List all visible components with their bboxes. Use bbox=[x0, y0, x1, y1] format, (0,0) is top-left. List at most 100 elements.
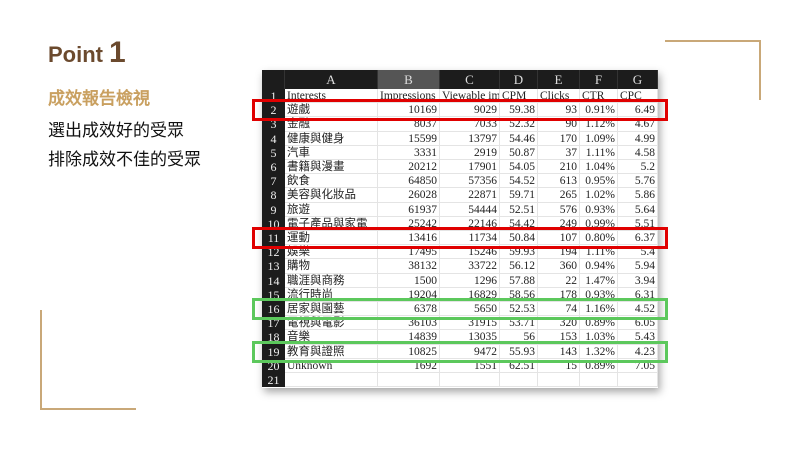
cell[interactable]: CTR bbox=[580, 89, 618, 104]
cell[interactable]: 4.99 bbox=[618, 131, 658, 146]
cell[interactable]: 38132 bbox=[378, 259, 440, 274]
cell[interactable]: 10825 bbox=[378, 344, 440, 359]
cell[interactable]: 153 bbox=[538, 330, 580, 345]
cell[interactable]: 美容與化妝品 bbox=[285, 188, 378, 203]
row-header[interactable]: 7 bbox=[262, 174, 285, 189]
cell[interactable]: 37 bbox=[538, 145, 580, 160]
cell[interactable]: 59.38 bbox=[500, 103, 538, 118]
cell[interactable]: 10169 bbox=[378, 103, 440, 118]
cell[interactable]: 5.51 bbox=[618, 216, 658, 231]
cell[interactable] bbox=[440, 373, 500, 388]
cell[interactable]: 2919 bbox=[440, 145, 500, 160]
column-header-D[interactable]: D bbox=[500, 70, 538, 89]
column-header-G[interactable]: G bbox=[618, 70, 658, 89]
cell[interactable]: 7033 bbox=[440, 117, 500, 132]
cell[interactable]: CPC bbox=[618, 89, 658, 104]
cell[interactable]: 0.91% bbox=[580, 103, 618, 118]
cell[interactable]: 54.52 bbox=[500, 174, 538, 189]
cell[interactable]: 0.93% bbox=[580, 202, 618, 217]
cell[interactable]: 5.2 bbox=[618, 160, 658, 175]
cell[interactable]: 13797 bbox=[440, 131, 500, 146]
row-header[interactable]: 14 bbox=[262, 273, 285, 288]
cell[interactable]: 0.93% bbox=[580, 287, 618, 302]
cell[interactable]: 54.46 bbox=[500, 131, 538, 146]
cell[interactable]: 5.86 bbox=[618, 188, 658, 203]
cell[interactable] bbox=[378, 373, 440, 388]
cell[interactable]: 6.49 bbox=[618, 103, 658, 118]
cell[interactable]: 8037 bbox=[378, 117, 440, 132]
cell[interactable]: 電子產品與家電 bbox=[285, 216, 378, 231]
cell[interactable]: 4.23 bbox=[618, 344, 658, 359]
cell[interactable]: 107 bbox=[538, 231, 580, 246]
cell[interactable]: 1.11% bbox=[580, 245, 618, 260]
cell[interactable]: 4.67 bbox=[618, 117, 658, 132]
column-header-C[interactable]: C bbox=[440, 70, 500, 89]
cell[interactable]: 56.12 bbox=[500, 259, 538, 274]
cell[interactable]: 93 bbox=[538, 103, 580, 118]
cell[interactable]: 遊戲 bbox=[285, 103, 378, 118]
cell[interactable]: 5.76 bbox=[618, 174, 658, 189]
cell[interactable]: 職涯與商務 bbox=[285, 273, 378, 288]
cell[interactable]: 0.99% bbox=[580, 216, 618, 231]
cell[interactable]: 金融 bbox=[285, 117, 378, 132]
cell[interactable]: 20212 bbox=[378, 160, 440, 175]
cell[interactable]: 1500 bbox=[378, 273, 440, 288]
cell[interactable]: 16829 bbox=[440, 287, 500, 302]
cell[interactable]: 4.58 bbox=[618, 145, 658, 160]
row-header[interactable]: 5 bbox=[262, 145, 285, 160]
cell[interactable]: 178 bbox=[538, 287, 580, 302]
cell[interactable]: 5650 bbox=[440, 302, 500, 317]
cell[interactable]: 1.32% bbox=[580, 344, 618, 359]
cell[interactable]: 57356 bbox=[440, 174, 500, 189]
cell[interactable]: 1.02% bbox=[580, 188, 618, 203]
cell[interactable]: 613 bbox=[538, 174, 580, 189]
cell[interactable]: Viewable imp bbox=[440, 89, 500, 104]
cell[interactable]: 9472 bbox=[440, 344, 500, 359]
cell[interactable]: 1.47% bbox=[580, 273, 618, 288]
cell[interactable]: 汽車 bbox=[285, 145, 378, 160]
cell[interactable]: 33722 bbox=[440, 259, 500, 274]
cell[interactable]: 0.94% bbox=[580, 259, 618, 274]
cell[interactable] bbox=[580, 373, 618, 388]
cell[interactable]: 54.42 bbox=[500, 216, 538, 231]
cell[interactable]: 17901 bbox=[440, 160, 500, 175]
cell[interactable]: 0.89% bbox=[580, 358, 618, 373]
cell[interactable]: 58.56 bbox=[500, 287, 538, 302]
cell[interactable] bbox=[285, 373, 378, 388]
cell[interactable]: 54444 bbox=[440, 202, 500, 217]
cell[interactable]: 36103 bbox=[378, 316, 440, 331]
cell[interactable]: 52.53 bbox=[500, 302, 538, 317]
cell[interactable]: 1.09% bbox=[580, 131, 618, 146]
cell[interactable]: 運動 bbox=[285, 231, 378, 246]
cell[interactable]: 音樂 bbox=[285, 330, 378, 345]
column-header-F[interactable]: F bbox=[580, 70, 618, 89]
cell[interactable]: 3.94 bbox=[618, 273, 658, 288]
cell[interactable]: 娛樂 bbox=[285, 245, 378, 260]
cell[interactable]: 健康與健身 bbox=[285, 131, 378, 146]
row-header[interactable]: 13 bbox=[262, 259, 285, 274]
cell[interactable]: 書籍與漫畫 bbox=[285, 160, 378, 175]
cell[interactable]: 31915 bbox=[440, 316, 500, 331]
cell[interactable]: 旅遊 bbox=[285, 202, 378, 217]
cell[interactable]: 5.94 bbox=[618, 259, 658, 274]
cell[interactable]: 26028 bbox=[378, 188, 440, 203]
cell[interactable]: 143 bbox=[538, 344, 580, 359]
cell[interactable]: 13035 bbox=[440, 330, 500, 345]
row-header[interactable]: 4 bbox=[262, 131, 285, 146]
cell[interactable]: 1.16% bbox=[580, 302, 618, 317]
cell[interactable]: 52.51 bbox=[500, 202, 538, 217]
cell[interactable]: 3331 bbox=[378, 145, 440, 160]
cell[interactable]: 17495 bbox=[378, 245, 440, 260]
select-all-corner[interactable] bbox=[262, 70, 285, 89]
cell[interactable]: Unknown bbox=[285, 358, 378, 373]
cell[interactable]: 210 bbox=[538, 160, 580, 175]
cell[interactable]: 56 bbox=[500, 330, 538, 345]
cell[interactable]: 0.80% bbox=[580, 231, 618, 246]
cell[interactable]: 54.05 bbox=[500, 160, 538, 175]
cell[interactable] bbox=[538, 373, 580, 388]
cell[interactable]: 0.95% bbox=[580, 174, 618, 189]
column-header-B[interactable]: B bbox=[378, 70, 440, 89]
cell[interactable]: 5.4 bbox=[618, 245, 658, 260]
row-header[interactable]: 6 bbox=[262, 160, 285, 175]
cell[interactable]: 53.71 bbox=[500, 316, 538, 331]
